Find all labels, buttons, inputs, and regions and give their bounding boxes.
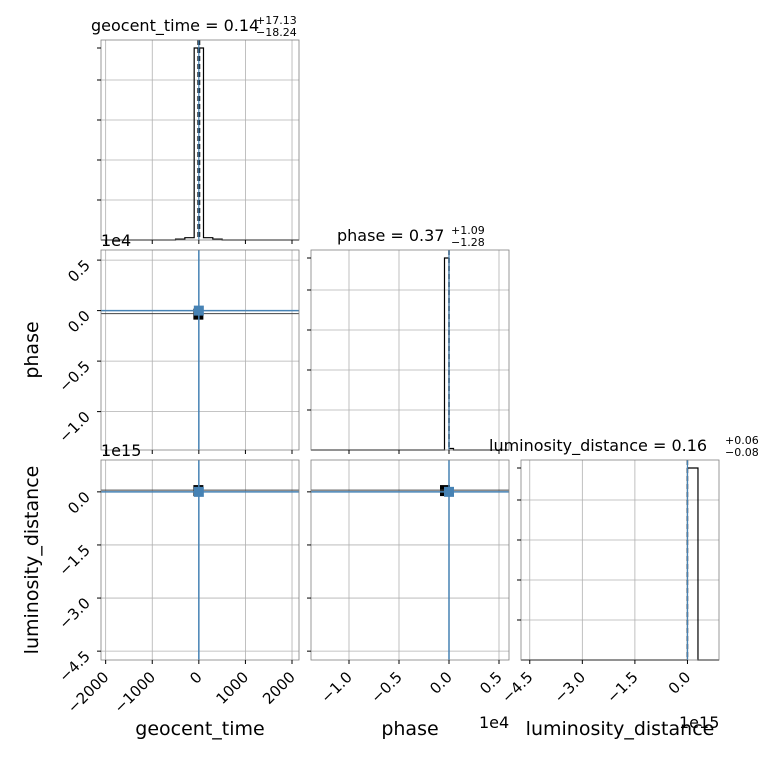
- panel-phase-geocent-ytick-label-0: −1.0: [55, 408, 93, 446]
- title-phase-minus: −1.28: [451, 236, 485, 249]
- offset-text-lumdist-x: 1e15: [679, 713, 719, 732]
- offset-text-phase-y: 1e4: [101, 231, 131, 250]
- panel-lumdist-geocent-ytick-label-3: 0.0: [64, 488, 94, 518]
- panel-phase-geocent-ytick-label-2: 0.0: [64, 307, 94, 337]
- panel-lumdist-hist-xtick-label-0: −4.5: [498, 668, 536, 706]
- panel-phase-geocent-frame: [100, 249, 300, 451]
- title-phase: phase = 0.37: [337, 226, 444, 245]
- panel-lumdist-geocent-xtick-label-4: 2000: [259, 668, 299, 708]
- panel-lumdist-geocent-xtick-label-2: 0: [186, 668, 205, 687]
- title-geocent-time-plus: +17.13: [256, 14, 297, 27]
- panel-lumdist-hist-hist-line: [521, 467, 719, 661]
- panel-lumdist-hist-xtick-label-3: 0.0: [665, 668, 695, 698]
- panel-phase-geocent-ytick-label-3: 0.5: [64, 256, 94, 286]
- panel-lumdist-geocent-truth-marker: [193, 486, 204, 497]
- title-luminosity-distance: luminosity_distance = 0.16: [489, 436, 707, 456]
- title-geocent-time: geocent_time = 0.14: [91, 16, 259, 36]
- panel-lumdist-phase-xtick-label-0: −1.0: [317, 668, 355, 706]
- panel-lumdist-phase-frame: [310, 459, 510, 661]
- offset-text-phase-x: 1e4: [479, 713, 509, 732]
- title-phase-plus: +1.09: [451, 224, 485, 237]
- xlabel-phase: phase: [381, 718, 438, 740]
- title-luminosity-distance-plus: +0.06: [725, 434, 759, 447]
- xlabel-geocent-time: geocent_time: [135, 718, 264, 740]
- panel-phase-hist-frame: [310, 249, 510, 451]
- panel-lumdist-hist-xtick-label-2: −1.5: [603, 668, 641, 706]
- ylabel-phase: phase: [21, 321, 43, 378]
- panel-phase-geocent-ytick-label-1: −0.5: [55, 357, 93, 395]
- title-luminosity-distance-minus: −0.08: [725, 446, 759, 459]
- panel-lumdist-hist-frame: [520, 459, 720, 661]
- panel-lumdist-geocent-ytick-label-1: −3.0: [55, 594, 93, 632]
- panel-lumdist-geocent-ytick-label-2: −1.5: [55, 541, 93, 579]
- panel-lumdist-geocent-xtick-label-3: 1000: [213, 668, 253, 708]
- panel-lumdist-hist-xtick-label-1: −3.0: [551, 668, 589, 706]
- panel-phase-geocent-truth-marker: [193, 305, 204, 316]
- panel-lumdist-phase-xtick-label-1: −0.5: [367, 668, 405, 706]
- panel-phase-hist-hist-line: [311, 257, 509, 451]
- offset-text-lumdist-y: 1e15: [101, 441, 141, 460]
- panel-lumdist-phase-xtick-label-2: 0.0: [426, 668, 456, 698]
- title-geocent-time-minus: −18.24: [256, 26, 297, 39]
- panel-lumdist-geocent-frame: [100, 459, 300, 661]
- xlabel-luminosity-distance: luminosity_distance: [526, 718, 715, 740]
- panel-lumdist-geocent-xtick-label-1: −1000: [110, 668, 159, 717]
- panel-geocent-hist-frame: [100, 39, 300, 241]
- ylabel-luminosity-distance: luminosity_distance: [21, 466, 43, 655]
- panel-lumdist-phase-truth-marker: [444, 486, 454, 497]
